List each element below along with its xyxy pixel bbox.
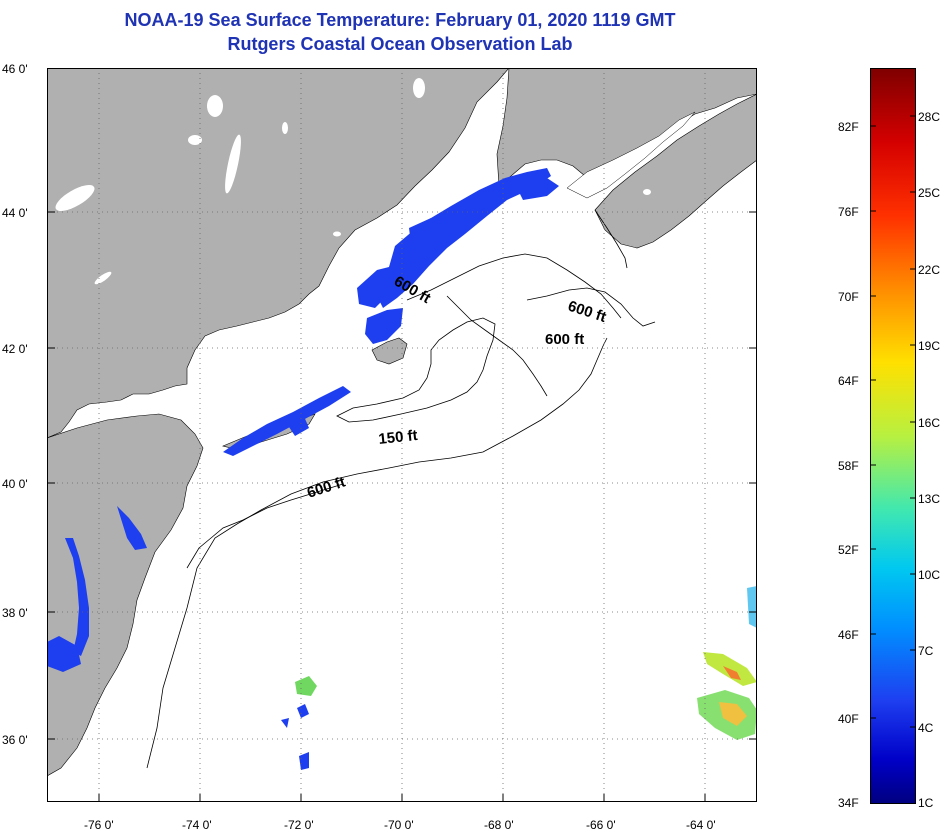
gulf-stream-patch-orange [723, 666, 741, 680]
contour-label-600-georges: 600 ft [545, 331, 584, 348]
long-island-sound-patch [223, 386, 351, 456]
colorbar-c-25: 25C [918, 186, 941, 200]
colorbar-c-4: 4C [918, 721, 934, 735]
land-mid-atlantic [47, 413, 204, 777]
colorbar-ticks [870, 115, 916, 728]
mid-coast-maine-patch [357, 266, 397, 308]
colorbar-c-19: 19C [918, 339, 941, 353]
contour-northeast-channel [526, 287, 656, 327]
lon-label-74: -74 0' [182, 818, 212, 832]
lon-label-66: -66 0' [586, 818, 616, 832]
delaware-bay-patch [117, 506, 147, 550]
colorbar-c-22: 22C [918, 263, 941, 277]
lon-label-68: -68 0' [484, 818, 514, 832]
land-cape-cod [371, 337, 408, 365]
colorbar-f-40: 40F [838, 712, 859, 726]
lake-5 [282, 122, 288, 134]
gulf-stream-patch-edge [747, 586, 757, 628]
contour-gulf-of-maine-600 [406, 253, 622, 319]
lon-label-76: -76 0' [84, 818, 114, 832]
colorbar-c-13: 13C [918, 492, 941, 506]
lon-label-64: -64 0' [686, 818, 716, 832]
lake-1 [207, 95, 223, 117]
land-nova-scotia [594, 93, 757, 249]
colorbar-c-28: 28C [918, 110, 941, 124]
southern-maine-patch [365, 308, 403, 344]
narragansett-patch [287, 414, 309, 436]
lon-label-72: -72 0' [284, 818, 314, 832]
gulf-stream-patch-warm-core [719, 702, 747, 726]
lat-label-40: 40 0' [2, 477, 28, 491]
upper-fundy-patch [517, 178, 559, 200]
colorbar-c-1: 1C [918, 796, 934, 810]
graticule [47, 68, 757, 802]
colorbar-f-82: 82F [838, 120, 859, 134]
contour-label-150: 150 ft [378, 427, 419, 448]
sst-map: 600 ft 600 ft 600 ft 150 ft 600 ft [47, 68, 757, 802]
lon-label-70: -70 0' [384, 818, 414, 832]
colorbar-f-52: 52F [838, 543, 859, 557]
land-us-mainland [47, 68, 510, 439]
lat-label-42: 42 0' [2, 342, 28, 356]
contour-inner-shelf [186, 483, 344, 569]
temperature-colorbar [870, 68, 916, 804]
lat-label-44: 44 0' [2, 206, 28, 220]
contour-shelf-break [146, 337, 608, 769]
lake-3 [94, 271, 112, 285]
colorbar-gradient [870, 68, 916, 804]
colorbar-f-70: 70F [838, 290, 859, 304]
colorbar-f-58: 58F [838, 459, 859, 473]
lake-4 [333, 231, 341, 237]
axis-ticks [47, 211, 757, 802]
bathymetry-contours [146, 209, 656, 769]
colorbar-c-7: 7C [918, 644, 934, 658]
colorbar-f-46: 46F [838, 628, 859, 642]
colorbar-c-16: 16C [918, 416, 941, 430]
casco-bay-patch [409, 218, 439, 244]
gulf-maine-nearshore-patch [377, 168, 551, 308]
contour-basins [446, 295, 548, 397]
map-subtitle: Rutgers Coastal Ocean Observation Lab [227, 34, 573, 54]
lake-2 [188, 135, 202, 145]
colorbar-c-10: 10C [918, 568, 941, 582]
lat-label-46: 46 0' [2, 62, 28, 76]
chesapeake-bay-patch [65, 538, 89, 656]
lake-moosehead [413, 78, 425, 98]
colorbar-f-34: 34F [838, 796, 859, 810]
colorbar-f-76: 76F [838, 205, 859, 219]
water-bay-of-fundy [566, 111, 696, 199]
contour-georges-bank-150 [336, 317, 496, 423]
offshore-fleck-2 [299, 752, 309, 770]
cold-water-patches [47, 168, 559, 770]
offshore-fleck-3 [281, 718, 289, 728]
offshore-warm-patch [295, 676, 317, 696]
contour-scotian-shelf [594, 209, 628, 269]
lake-6 [643, 189, 651, 195]
warm-water-patches [295, 586, 757, 740]
colorbar-f-64: 64F [838, 374, 859, 388]
lat-label-38: 38 0' [2, 606, 28, 620]
map-title: NOAA-19 Sea Surface Temperature: Februar… [124, 10, 676, 30]
southern-chesapeake-patch [47, 636, 81, 672]
lat-label-36: 36 0' [2, 733, 28, 747]
offshore-fleck-1 [297, 704, 309, 718]
lake-ontario [55, 185, 95, 211]
lake-champlain [225, 134, 241, 194]
